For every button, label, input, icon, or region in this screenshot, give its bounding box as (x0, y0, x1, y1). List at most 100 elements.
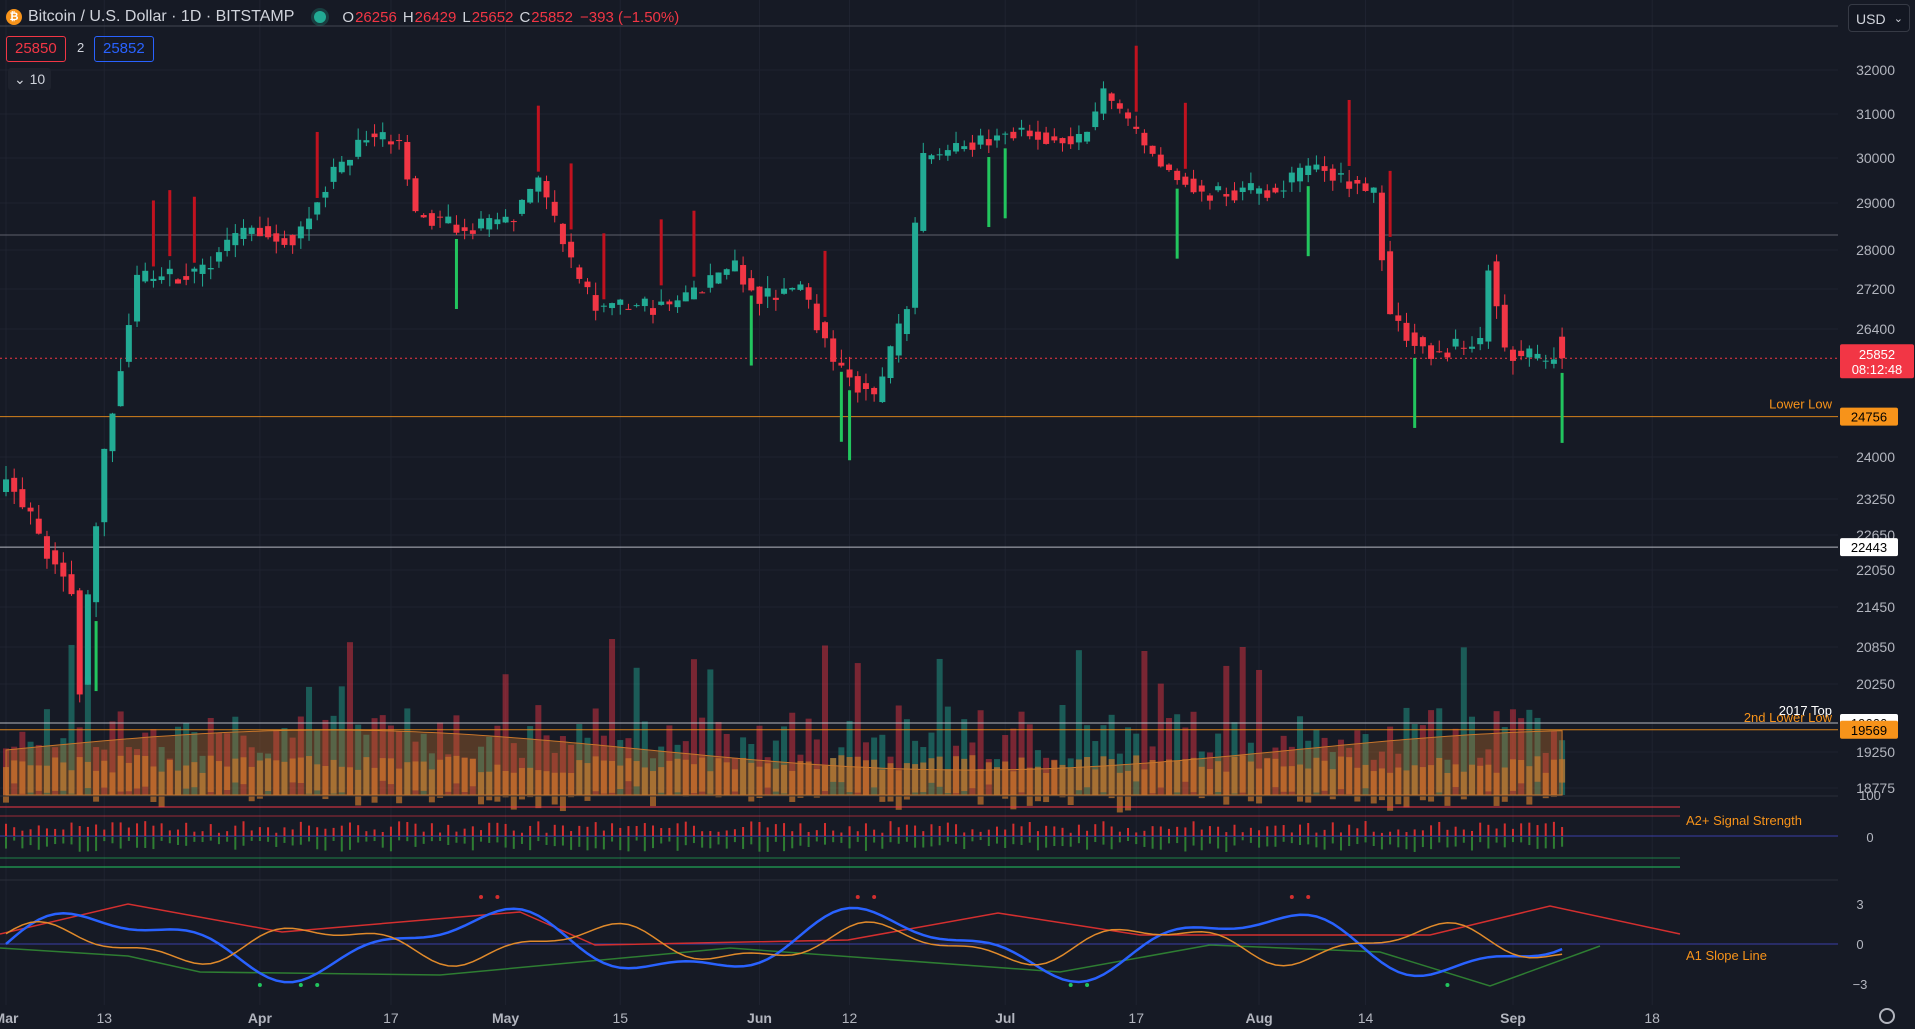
volume-bar-overlay (1215, 761, 1222, 792)
volume-bar-overlay (1509, 759, 1516, 791)
volume-bar-overlay (183, 765, 190, 789)
candle-body (183, 276, 190, 280)
volume-bar-overlay (707, 771, 714, 794)
volume-bar (1509, 709, 1516, 795)
indicators-toggle[interactable]: ⌄ 10 (8, 68, 52, 90)
a2-bar (1151, 837, 1154, 849)
a2-bar (889, 837, 892, 843)
candle-body (871, 387, 878, 395)
volume-bar (510, 743, 517, 795)
a2-bar (791, 831, 794, 836)
currency-select[interactable]: USD ⌄ (1848, 4, 1910, 32)
a2-bar (193, 837, 196, 842)
volume-bar-overlay (256, 760, 263, 799)
volume-bar (404, 708, 411, 795)
volume-bar-overlay (1329, 769, 1336, 800)
sell-signal (315, 131, 319, 198)
candle-body (265, 226, 272, 238)
a2-bar (561, 837, 564, 846)
a2-bar (1389, 831, 1392, 836)
candle-body (52, 550, 59, 565)
volume-bar-overlay (1067, 768, 1074, 806)
a2-bar (987, 837, 990, 847)
a2-bar (553, 824, 556, 836)
candle-body (715, 272, 722, 284)
a2-bar (684, 837, 687, 846)
a2-bar (201, 831, 204, 836)
a2-bar (725, 830, 728, 836)
candle-body (953, 143, 960, 152)
volume-bar-overlay (568, 772, 575, 798)
buy-signal (1413, 357, 1417, 428)
a2-bar (889, 821, 892, 836)
a2-bar (1544, 823, 1547, 836)
volume-bar-overlay (985, 762, 992, 785)
a2-bar (1110, 826, 1113, 836)
volume-bar (330, 715, 337, 795)
a2-bar (1004, 829, 1007, 836)
a2-bar (398, 837, 401, 841)
candle-body (1509, 349, 1516, 361)
a2-bar (561, 825, 564, 836)
a2-bar (29, 829, 32, 836)
a2-bar (652, 825, 655, 836)
a2-bar (45, 837, 48, 847)
volume-bar-overlay (1526, 766, 1533, 805)
a2-bar (430, 823, 433, 836)
a2-bar (717, 837, 720, 845)
time-tick: 12 (842, 1010, 858, 1026)
a2-bar (963, 832, 966, 836)
volume-bar (1387, 726, 1394, 795)
volume-bar-overlay (1534, 756, 1541, 782)
volume-bar-overlay (502, 770, 509, 798)
a2-bar (1012, 837, 1015, 845)
candle-body (158, 276, 165, 281)
volume-bar-overlay (1469, 764, 1476, 797)
volume-bar-overlay (1108, 759, 1115, 799)
volume-bar (1157, 683, 1164, 795)
a2-bar (1184, 837, 1187, 852)
level-price-tag (1840, 407, 1898, 426)
candle-body (273, 233, 280, 242)
a2-bar (987, 829, 990, 836)
a2-bar (1511, 828, 1514, 836)
volume-bar (1026, 724, 1033, 795)
a2-bar (545, 837, 548, 845)
a2-bar (807, 837, 810, 847)
volume-bar-overlay (1075, 759, 1082, 791)
time-tick: 17 (383, 1010, 399, 1026)
symbol-title[interactable]: Bitcoin / U.S. Dollar · 1D · BITSTAMP (28, 8, 295, 25)
volume-bar-overlay (920, 762, 927, 793)
volume-bar (478, 746, 485, 795)
candle-body (887, 346, 894, 379)
a1-label: A1 Slope Line (1686, 948, 1767, 963)
a2-bar (1471, 830, 1474, 836)
a2-bar (5, 837, 7, 849)
symbol-header[interactable]: ₿ Bitcoin / U.S. Dollar · 1D · BITSTAMP … (6, 6, 679, 28)
a2-bar (455, 831, 458, 836)
candle-body (1534, 353, 1541, 359)
sell-button[interactable]: 25850 (6, 36, 66, 62)
a2-bar (512, 837, 515, 849)
a2-bar (619, 837, 622, 851)
a2-bar (70, 837, 73, 845)
level-price-tag (1840, 720, 1898, 739)
volume-bar (789, 712, 796, 795)
a2-bar (152, 825, 155, 836)
volume-bar (1526, 709, 1533, 795)
candle-body (93, 526, 100, 603)
a2-bar (1184, 827, 1187, 836)
a2-bar (742, 837, 745, 849)
time-tick: Sep (1500, 1010, 1526, 1026)
last-price-tag (1840, 344, 1914, 379)
volume-bar-overlay (903, 763, 910, 800)
candle-body (60, 562, 67, 577)
a2-bar (1208, 826, 1211, 836)
a2-bar (1552, 837, 1555, 849)
a2-bar (406, 822, 409, 836)
a2-bar (815, 837, 818, 842)
gear-icon[interactable] (1879, 1008, 1895, 1024)
buy-button[interactable]: 25852 (94, 36, 154, 62)
a2-bar (471, 826, 474, 836)
